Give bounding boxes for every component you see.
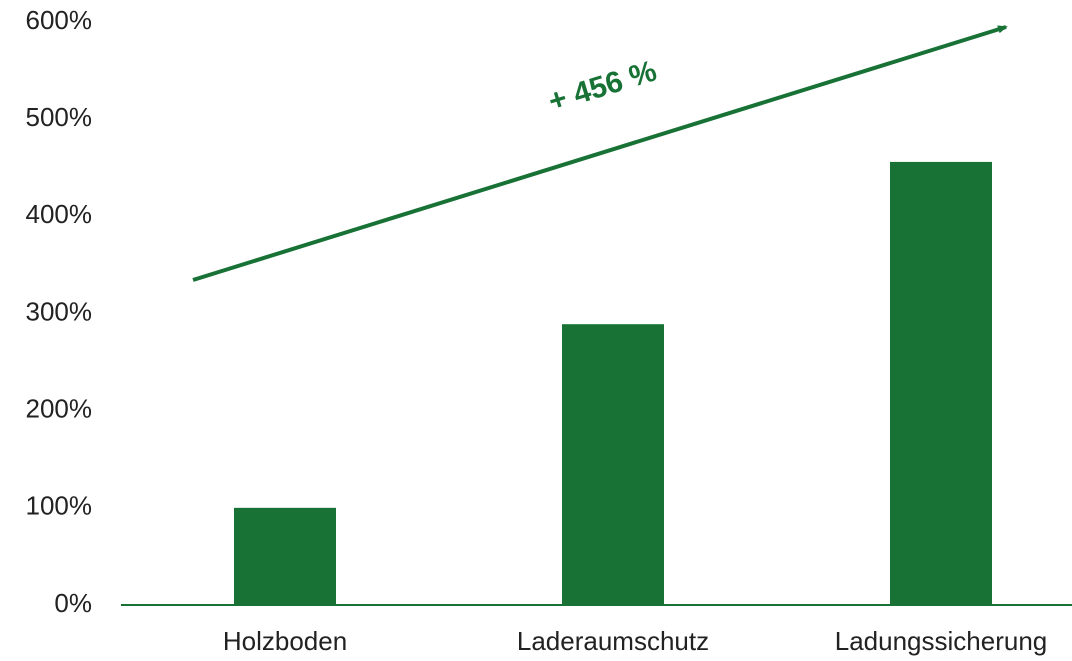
- trend-arrow: [192, 25, 1008, 282]
- y-tick-label: 300%: [26, 296, 93, 326]
- annotation: + 456 %: [545, 54, 661, 118]
- x-tick-label: Holzboden: [223, 626, 347, 656]
- y-tick-label: 400%: [26, 199, 93, 229]
- bar: [890, 161, 992, 606]
- y-tick-label: 200%: [26, 394, 93, 424]
- y-tick-label: 100%: [26, 491, 93, 521]
- y-tick-label: 0%: [54, 588, 92, 618]
- x-tick-label: Ladungssicherung: [835, 626, 1048, 656]
- bar: [562, 324, 664, 605]
- y-tick-label: 500%: [26, 102, 93, 132]
- x-tick-label: Laderaumschutz: [517, 626, 709, 656]
- bar: [234, 507, 336, 605]
- y-tick-label: 600%: [26, 5, 93, 35]
